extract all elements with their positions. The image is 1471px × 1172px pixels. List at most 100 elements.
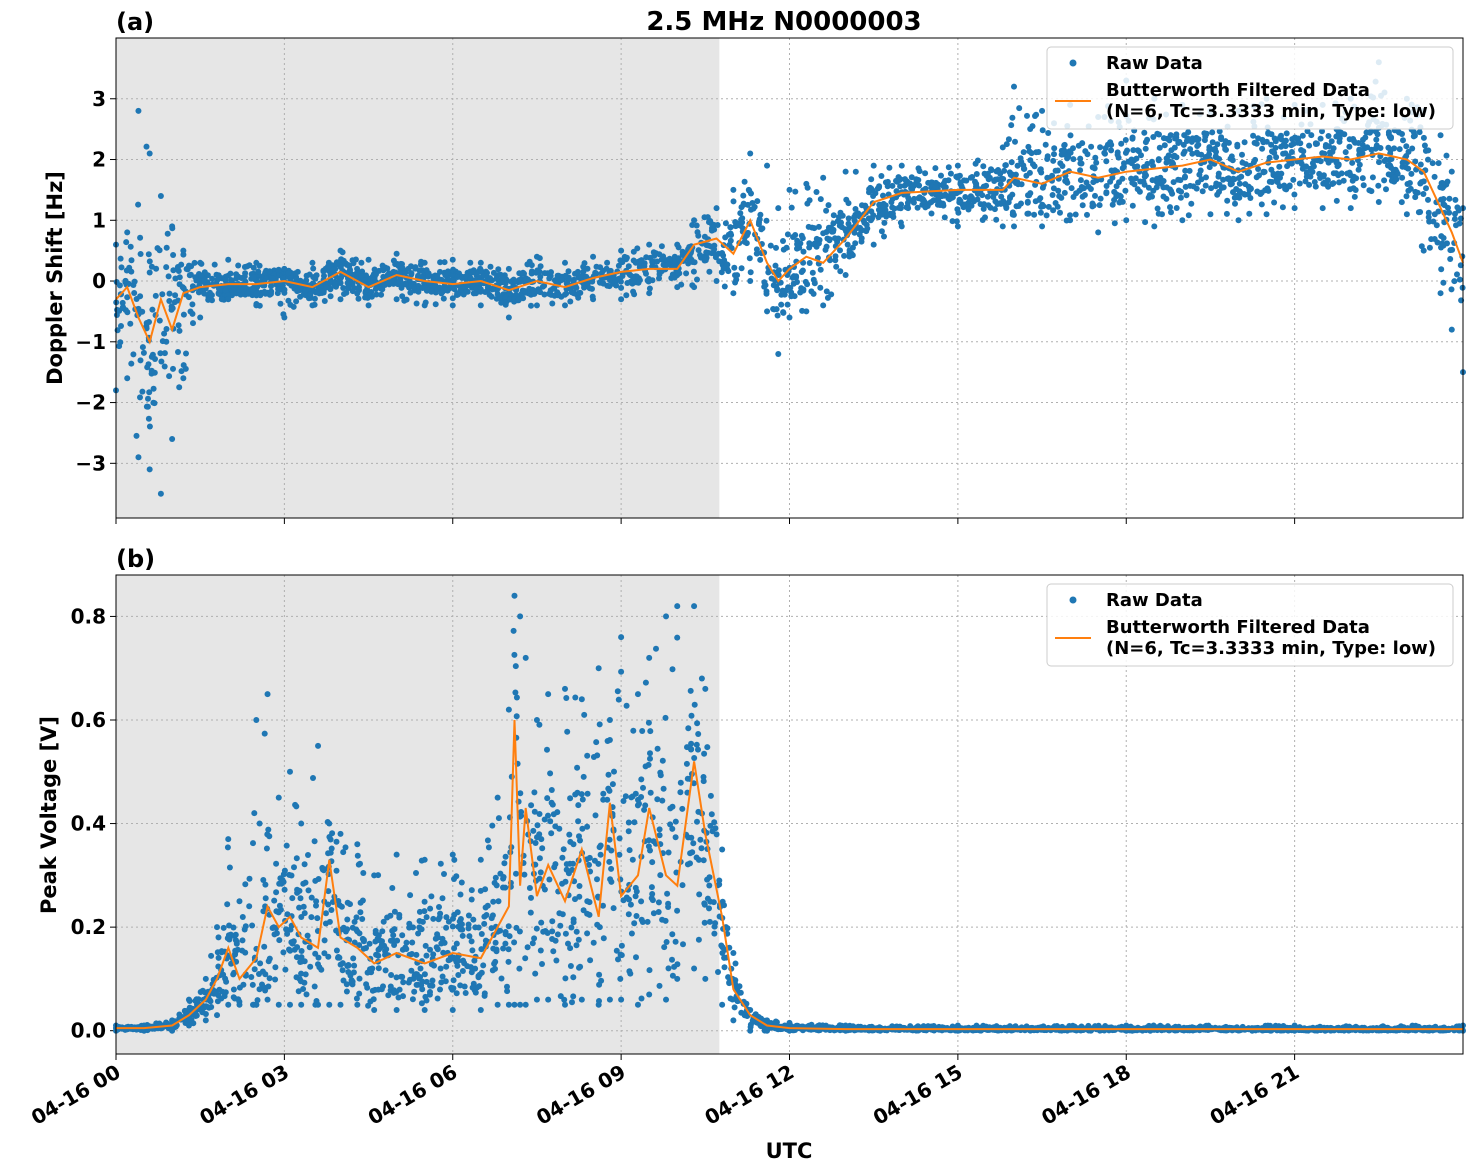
raw-data-point (1129, 135, 1136, 142)
raw-data-point (957, 198, 964, 205)
raw-data-point (502, 940, 509, 947)
raw-data-point (626, 847, 633, 854)
raw-data-point (627, 901, 634, 908)
raw-data-point (254, 997, 261, 1004)
raw-data-point (1114, 149, 1121, 156)
raw-data-point (1387, 147, 1394, 154)
raw-data-point (611, 768, 617, 775)
raw-data-point (1383, 186, 1389, 193)
raw-data-point (1358, 147, 1365, 154)
raw-data-point (1429, 160, 1436, 167)
raw-data-point (393, 250, 400, 257)
raw-data-point (1439, 240, 1446, 247)
raw-data-point (922, 204, 929, 211)
raw-data-point (486, 291, 493, 298)
raw-data-point (866, 189, 872, 196)
raw-data-point (308, 894, 315, 901)
raw-data-point (1092, 154, 1099, 161)
raw-data-point (309, 302, 316, 309)
raw-data-point (492, 874, 499, 881)
raw-data-point (749, 200, 756, 206)
raw-data-point (584, 898, 591, 905)
raw-data-point (1435, 208, 1442, 215)
raw-data-point (353, 995, 360, 1002)
raw-data-point (851, 214, 858, 221)
raw-data-point (1188, 200, 1195, 207)
raw-data-point (1033, 111, 1040, 118)
raw-data-point (916, 182, 923, 189)
raw-data-point (1325, 183, 1332, 190)
raw-data-point (688, 256, 695, 263)
raw-data-point (1288, 160, 1295, 167)
raw-data-point (1128, 160, 1135, 167)
raw-data-point (300, 986, 307, 992)
raw-data-point (1039, 184, 1046, 191)
raw-data-point (349, 288, 356, 295)
raw-data-point (955, 209, 962, 216)
raw-data-point (680, 941, 686, 948)
raw-data-point (325, 263, 332, 270)
raw-data-point (421, 259, 428, 266)
raw-data-point (1037, 166, 1044, 173)
raw-data-point (246, 875, 253, 882)
raw-data-point (1003, 204, 1010, 211)
raw-data-point (413, 870, 419, 876)
raw-data-point (1206, 151, 1213, 158)
raw-data-point (1078, 184, 1085, 190)
raw-data-point (1386, 133, 1393, 140)
raw-data-point (178, 368, 185, 375)
raw-data-point (846, 253, 853, 260)
raw-data-point (669, 666, 676, 673)
raw-data-point (327, 293, 334, 300)
raw-data-point (285, 270, 292, 277)
raw-data-point (549, 918, 556, 925)
raw-data-point (189, 310, 196, 317)
raw-data-point (1456, 276, 1463, 283)
raw-data-point (660, 261, 667, 268)
raw-data-point (624, 280, 631, 286)
raw-data-point (696, 891, 703, 898)
raw-data-point (763, 290, 770, 297)
raw-data-point (728, 232, 735, 238)
raw-data-point (408, 270, 415, 277)
raw-data-point (1359, 175, 1366, 182)
raw-data-point (618, 296, 625, 303)
raw-data-point (1250, 132, 1257, 139)
raw-data-point (357, 899, 364, 906)
raw-data-point (1026, 148, 1033, 155)
raw-data-point (596, 971, 603, 978)
raw-data-point (256, 820, 263, 827)
y-tick-label: 0.4 (71, 812, 106, 836)
raw-data-point (1040, 203, 1047, 210)
raw-data-point (288, 872, 295, 879)
raw-data-point (180, 247, 187, 254)
raw-data-point (544, 795, 551, 802)
raw-data-point (704, 895, 711, 902)
raw-data-point (341, 291, 347, 297)
raw-data-point (541, 282, 548, 289)
raw-data-point (359, 916, 366, 922)
raw-data-point (394, 937, 401, 944)
peak-voltage-panel: (b) Peak Voltage [V] 0.00.20.40.60.8 Raw… (37, 545, 1466, 1060)
raw-data-point (339, 967, 346, 974)
y-tick-label: 0.8 (71, 604, 106, 628)
raw-data-point (1170, 179, 1177, 186)
raw-data-point (522, 955, 529, 962)
raw-data-point (763, 217, 770, 224)
raw-data-point (642, 802, 649, 809)
raw-data-point (477, 887, 484, 894)
raw-data-point (576, 883, 583, 889)
raw-data-point (1151, 223, 1158, 230)
raw-data-point (198, 273, 205, 279)
raw-data-point (567, 298, 574, 305)
raw-data-point (419, 918, 426, 925)
raw-data-point (137, 394, 143, 401)
raw-data-point (708, 243, 715, 250)
raw-data-point (1282, 185, 1289, 192)
raw-data-point (1227, 181, 1234, 188)
raw-data-point (884, 178, 891, 185)
figure-title: 2.5 MHz N0000003 (646, 7, 921, 37)
raw-data-point (1045, 203, 1052, 210)
raw-data-point (524, 261, 531, 268)
raw-data-point (229, 292, 235, 299)
